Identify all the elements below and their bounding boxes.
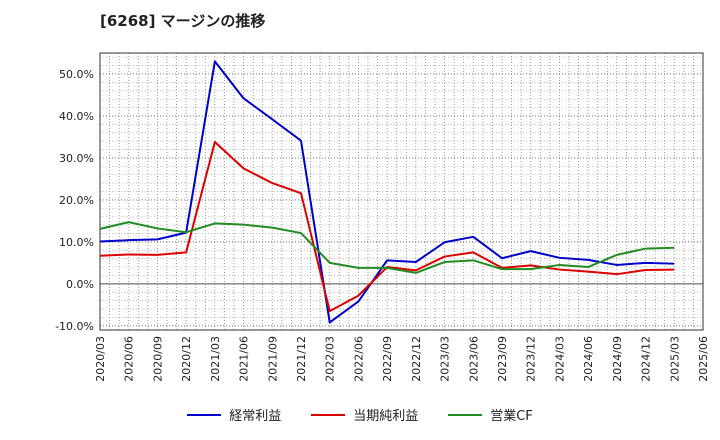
y-tick-label: 20.0% xyxy=(59,194,94,207)
x-tick-label: 2022/03 xyxy=(324,336,337,382)
x-tick-label: 2020/03 xyxy=(94,336,107,382)
y-tick-label: 10.0% xyxy=(59,236,94,249)
y-tick-label: -10.0% xyxy=(55,320,94,333)
y-tick-label: 50.0% xyxy=(59,68,94,81)
series-line-営業CF xyxy=(99,221,675,274)
legend-label: 当期純利益 xyxy=(353,409,419,424)
x-tick-label: 2023/06 xyxy=(467,336,480,382)
x-tick-label: 2023/09 xyxy=(496,336,509,382)
x-tick-label: 2021/09 xyxy=(266,336,279,382)
y-tick-label: 0.0% xyxy=(66,278,94,291)
x-tick-label: 2025/06 xyxy=(697,336,710,382)
x-tick-label: 2021/03 xyxy=(209,336,222,382)
legend: 経常利益 当期純利益 営業CF xyxy=(0,405,720,424)
chart-title: [6268] マージンの推移 xyxy=(100,12,266,30)
x-tick-label: 2021/12 xyxy=(295,336,308,382)
legend-swatch xyxy=(311,413,346,416)
legend-item: 当期純利益 xyxy=(311,405,418,424)
x-tick-label: 2024/06 xyxy=(582,336,595,382)
y-tick-label: 40.0% xyxy=(59,110,94,123)
x-tick-label: 2020/06 xyxy=(123,336,136,382)
legend-item: 営業CF xyxy=(448,405,533,424)
x-tick-label: 2020/09 xyxy=(151,336,164,382)
legend-swatch xyxy=(448,413,483,416)
x-tick-label: 2020/12 xyxy=(180,336,193,382)
x-tick-label: 2022/09 xyxy=(381,336,394,382)
x-tick-label: 2024/09 xyxy=(611,336,624,382)
legend-label: 営業CF xyxy=(490,409,533,424)
x-tick-label: 2024/03 xyxy=(553,336,566,382)
legend-label: 経常利益 xyxy=(229,409,282,424)
x-tick-label: 2025/03 xyxy=(668,336,681,382)
legend-item: 経常利益 xyxy=(187,405,281,424)
plot-frame xyxy=(99,52,704,331)
x-tick-label: 2022/12 xyxy=(410,336,423,382)
legend-swatch xyxy=(187,413,222,416)
x-tick-label: 2022/06 xyxy=(352,336,365,382)
x-tick-label: 2023/03 xyxy=(439,336,452,382)
x-tick-label: 2021/06 xyxy=(238,336,251,382)
series-line-経常利益 xyxy=(99,60,675,324)
x-tick-label: 2023/12 xyxy=(525,336,538,382)
y-tick-label: 30.0% xyxy=(59,152,94,165)
x-tick-label: 2024/12 xyxy=(640,336,653,382)
